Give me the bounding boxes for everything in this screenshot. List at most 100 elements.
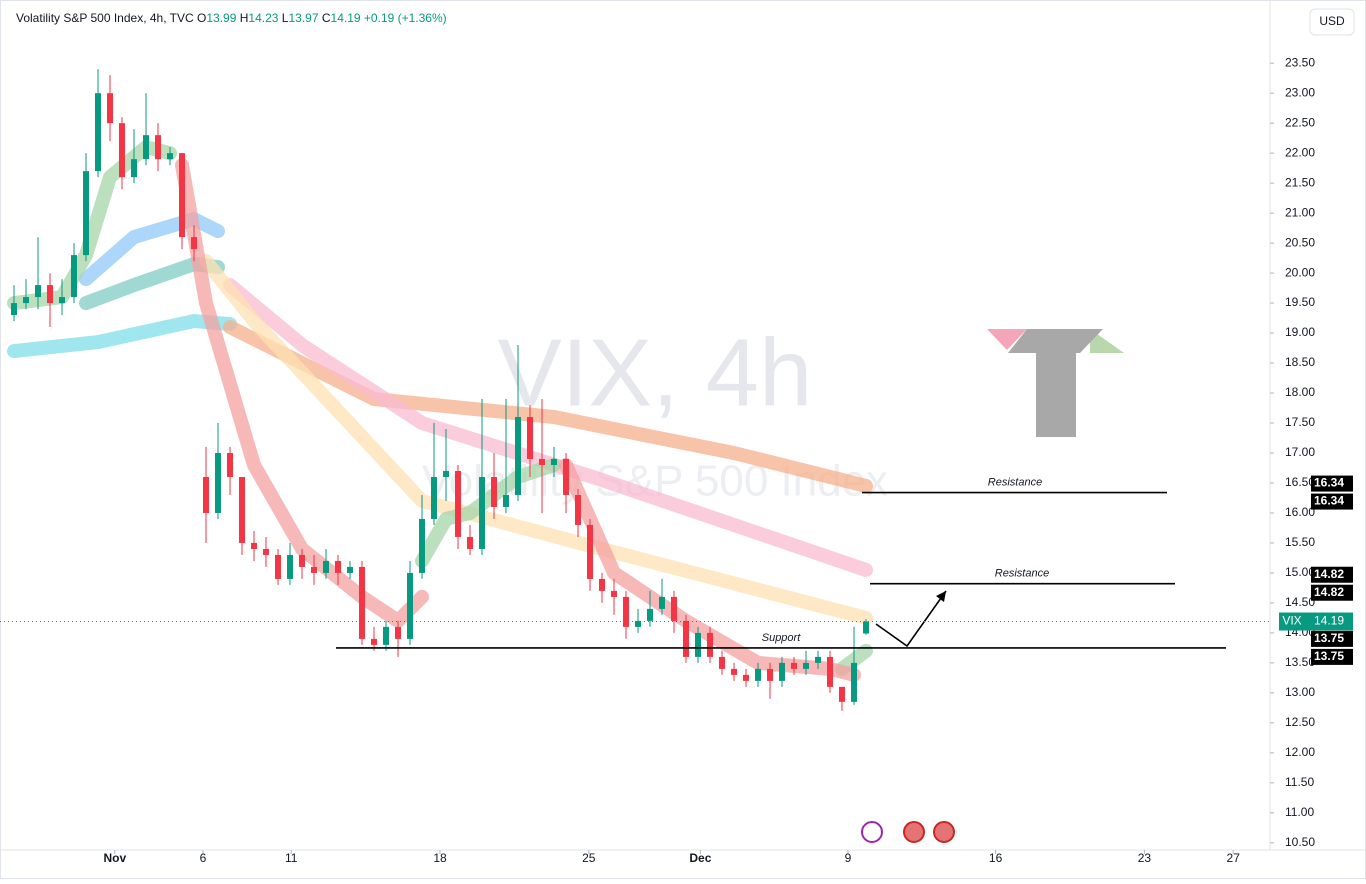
y-tick-label: 17.00 <box>1285 445 1315 459</box>
logo-bar <box>1008 329 1103 353</box>
candle-body <box>719 656 725 669</box>
x-tick-label: 25 <box>582 851 596 865</box>
last-price-label: 14.19 <box>1314 614 1344 628</box>
last-price-box <box>1305 612 1353 631</box>
candle-body <box>251 542 257 549</box>
candle-body <box>815 656 821 663</box>
candle-body <box>623 596 629 627</box>
event-icons <box>861 821 955 843</box>
level-price-label: 13.75 <box>1314 631 1344 645</box>
candle-body <box>563 458 569 495</box>
candle-body <box>191 237 197 250</box>
candle-body <box>527 417 533 459</box>
level-price-box <box>1311 584 1353 601</box>
candle-body <box>203 476 209 513</box>
watermark-symbol: VIX, 4h <box>498 319 813 426</box>
y-tick-label: 11.00 <box>1285 805 1314 819</box>
symbol-title: Volatility S&P 500 Index, 4h, TVC <box>16 11 194 25</box>
candle-body <box>779 662 785 681</box>
y-tick-label: 19.00 <box>1285 325 1315 339</box>
level-price-label: 16.34 <box>1314 494 1344 508</box>
candle-body <box>383 626 389 645</box>
candle-body <box>359 566 365 639</box>
level-price-label: 14.82 <box>1314 567 1344 581</box>
y-tick-label: 22.50 <box>1285 115 1315 129</box>
y-tick-label: 19.50 <box>1285 295 1315 309</box>
candle-body <box>467 536 473 549</box>
moving-average-band <box>223 278 873 577</box>
ohlc-label: H <box>240 11 249 25</box>
y-tick-label: 13.00 <box>1285 685 1315 699</box>
candle-body <box>755 668 761 681</box>
header: Volatility S&P 500 Index, 4h, TVC O13.99… <box>16 11 447 25</box>
candle-body <box>167 153 173 160</box>
event-icon <box>933 821 955 843</box>
moving-average-band <box>79 212 225 287</box>
y-tick-label: 23.00 <box>1285 85 1315 99</box>
candle-body <box>215 452 221 513</box>
candle-body <box>587 524 593 579</box>
candle-body <box>227 452 233 477</box>
candle-body <box>107 93 113 124</box>
change: +0.19 (+1.36%) <box>364 11 447 25</box>
candle-body <box>803 662 809 669</box>
candle-body <box>599 578 605 591</box>
x-tick-label: 23 <box>1138 851 1152 865</box>
level-price-box <box>1311 493 1353 510</box>
y-tick-label: 12.50 <box>1285 715 1315 729</box>
y-tick-label: 18.00 <box>1285 385 1315 399</box>
level-price-label: 13.75 <box>1314 649 1344 663</box>
y-tick-label: 18.50 <box>1285 355 1315 369</box>
candle-body <box>95 93 101 172</box>
candle-body <box>767 668 773 681</box>
level-label: Support <box>762 632 801 644</box>
candle-body <box>347 566 353 573</box>
candle-body <box>575 494 581 525</box>
ohlc-value: 13.99 <box>206 11 236 25</box>
x-tick-label: 27 <box>1227 851 1241 865</box>
candle-body <box>791 662 797 669</box>
logo <box>987 329 1124 437</box>
ohlc-label: C <box>322 11 331 25</box>
y-tick-label: 20.00 <box>1285 265 1315 279</box>
level-label: Resistance <box>988 476 1042 488</box>
candle-body <box>611 590 617 597</box>
candle-body <box>311 566 317 573</box>
candle-body <box>551 458 557 465</box>
currency-button[interactable] <box>1309 8 1355 36</box>
candle-body <box>863 621 869 634</box>
currency[interactable]: USD <box>1319 14 1345 28</box>
candle-body <box>671 596 677 621</box>
level-price-label: 14.82 <box>1314 585 1344 599</box>
candle-body <box>119 123 125 178</box>
x-tick-label: 9 <box>845 851 852 865</box>
logo-pink <box>987 329 1027 350</box>
y-tick-label: 12.00 <box>1285 745 1315 759</box>
candle-body <box>827 656 833 687</box>
candle-body <box>59 297 65 304</box>
candle-body <box>131 159 137 178</box>
candle-body <box>419 518 425 573</box>
ohlc-label: O <box>197 11 206 25</box>
y-tick-label: 23.50 <box>1285 55 1315 69</box>
candle-body <box>695 632 701 657</box>
candle-body <box>539 458 545 465</box>
x-tick-label: Nov <box>103 851 126 865</box>
x-tick-label: 11 <box>285 851 298 865</box>
ohlc-value: 14.19 <box>331 11 361 25</box>
candle-body <box>263 548 269 555</box>
candle-body <box>155 135 161 160</box>
x-tick-label: Dec <box>689 851 711 865</box>
candle-body <box>731 668 737 675</box>
candle-body <box>431 476 437 519</box>
y-tick-label: 14.50 <box>1285 595 1315 609</box>
candle-body <box>395 626 401 639</box>
logo-stem <box>1036 353 1076 437</box>
candle-body <box>287 554 293 579</box>
y-tick-label: 20.50 <box>1285 235 1315 249</box>
x-tick-label: 18 <box>433 851 447 865</box>
y-tick-label: 21.50 <box>1285 175 1315 189</box>
candle-body <box>683 620 689 657</box>
